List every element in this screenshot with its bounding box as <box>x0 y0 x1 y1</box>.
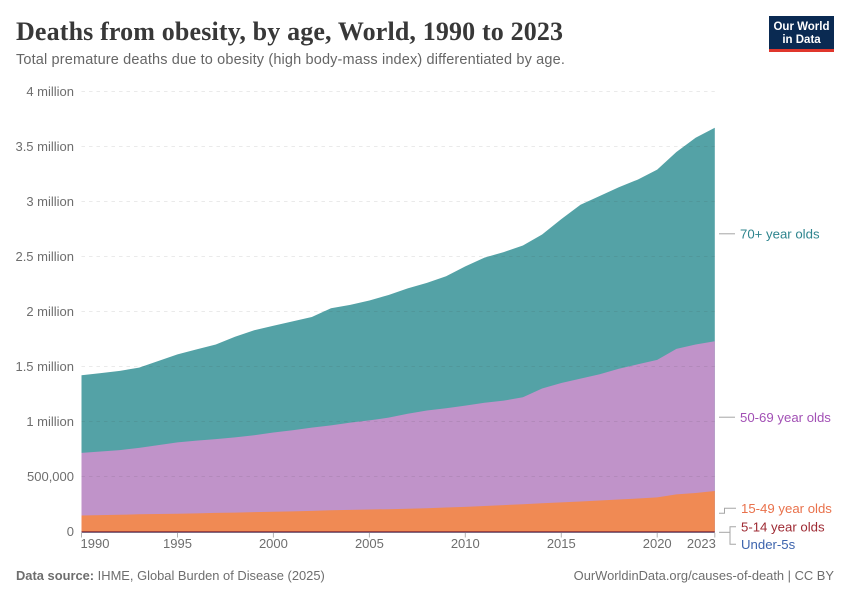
svg-text:1990: 1990 <box>81 536 110 551</box>
svg-text:3.5 million: 3.5 million <box>15 139 74 154</box>
svg-text:3 million: 3 million <box>26 194 74 209</box>
svg-text:0: 0 <box>67 524 74 539</box>
svg-text:2005: 2005 <box>355 536 384 551</box>
svg-text:2 million: 2 million <box>26 304 74 319</box>
svg-text:1.5 million: 1.5 million <box>15 359 74 374</box>
svg-text:50-69 year olds: 50-69 year olds <box>740 410 831 425</box>
svg-text:70+ year olds: 70+ year olds <box>740 227 820 242</box>
svg-text:1995: 1995 <box>163 536 192 551</box>
svg-text:2015: 2015 <box>547 536 576 551</box>
svg-text:4 million: 4 million <box>26 84 74 99</box>
svg-text:500,000: 500,000 <box>27 469 74 484</box>
svg-text:2000: 2000 <box>259 536 288 551</box>
svg-text:Under-5s: Under-5s <box>741 537 796 552</box>
svg-text:2020: 2020 <box>643 536 672 551</box>
svg-text:1 million: 1 million <box>26 414 74 429</box>
svg-text:2.5 million: 2.5 million <box>15 249 74 264</box>
svg-text:5-14 year olds: 5-14 year olds <box>741 520 825 535</box>
svg-text:2023: 2023 <box>687 536 716 551</box>
svg-text:15-49 year olds: 15-49 year olds <box>741 501 832 516</box>
svg-text:2010: 2010 <box>451 536 480 551</box>
